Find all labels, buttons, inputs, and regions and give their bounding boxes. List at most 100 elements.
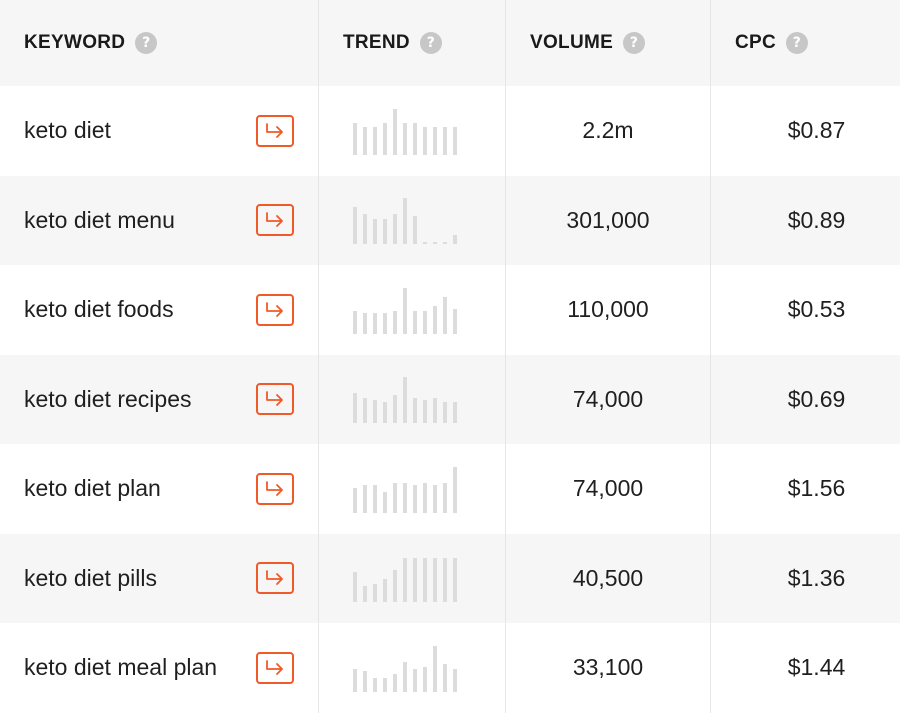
trend-bar: [433, 126, 437, 155]
keyword-text: keto diet: [24, 117, 111, 144]
trend-bar: [443, 242, 447, 245]
help-icon[interactable]: ?: [135, 32, 158, 54]
arrow-right-icon: [266, 659, 283, 675]
trend-bar: [443, 126, 447, 155]
trend-bar: [423, 558, 427, 603]
trend-bar: [363, 126, 367, 155]
keyword-text: keto diet pills: [24, 564, 157, 591]
trend-cell: [319, 265, 506, 355]
trend-sparkline: [353, 554, 457, 603]
trend-bar: [363, 586, 367, 603]
trend-bar: [403, 661, 407, 692]
keyword-cell: keto diet: [0, 86, 319, 176]
trend-bar: [393, 395, 397, 424]
trend-bar: [363, 214, 367, 245]
trend-bar: [433, 558, 437, 603]
trend-bar: [433, 484, 437, 513]
arrow-right-icon: [266, 212, 283, 228]
view-keyword-button[interactable]: [256, 651, 294, 684]
keyword-text: keto diet menu: [24, 206, 175, 233]
volume-cell: 2.2m: [506, 86, 711, 176]
trend-bar: [393, 310, 397, 334]
cpc-cell: $0.69: [711, 355, 900, 445]
keyword-cell: keto diet foods: [0, 265, 319, 355]
trend-bar: [453, 558, 457, 603]
view-keyword-button[interactable]: [256, 114, 294, 147]
cpc-value: $0.87: [787, 117, 846, 144]
trend-bar: [353, 572, 357, 603]
trend-bar: [383, 402, 387, 424]
trend-bar: [383, 122, 387, 155]
trend-bar: [393, 482, 397, 513]
trend-bar: [413, 216, 417, 245]
trend-cell: [319, 86, 506, 176]
keyword-cell: keto diet recipes: [0, 354, 319, 444]
trend-bar: [373, 677, 377, 692]
volume-cell: 301,000: [506, 175, 711, 265]
view-keyword-button[interactable]: [256, 562, 294, 595]
keyword-text: keto diet meal plan: [24, 654, 218, 681]
view-keyword-button[interactable]: [256, 204, 294, 237]
arrow-right-icon: [266, 391, 283, 407]
arrow-right-icon: [266, 122, 283, 138]
trend-bar: [453, 402, 457, 424]
cpc-cell: $1.56: [711, 444, 900, 534]
table-body: keto diet 2.2m $0.87 keto diet menu: [0, 86, 900, 713]
trend-bar: [403, 122, 407, 155]
trend-bar: [403, 287, 407, 334]
trend-bar: [363, 670, 367, 692]
cpc-value: $0.69: [787, 385, 846, 412]
help-icon[interactable]: ?: [419, 32, 442, 54]
trend-bar: [443, 296, 447, 334]
trend-cell: [319, 533, 506, 623]
trend-bar: [373, 484, 377, 513]
trend-bar: [413, 484, 417, 513]
trend-bar: [413, 122, 417, 155]
keyword-cell: keto diet plan: [0, 444, 319, 534]
cpc-cell: $0.53: [711, 265, 900, 355]
table-row: keto diet pills 40,500 $1.36: [0, 533, 900, 624]
trend-bar: [423, 400, 427, 424]
trend-cell: [319, 354, 506, 444]
trend-bar: [443, 402, 447, 424]
trend-bar: [373, 312, 377, 334]
cpc-cell: $0.87: [711, 86, 900, 176]
trend-bar: [433, 242, 437, 245]
view-keyword-button[interactable]: [256, 472, 294, 505]
view-keyword-button[interactable]: [256, 383, 294, 416]
cpc-cell: $0.89: [711, 176, 900, 266]
trend-bar: [383, 491, 387, 513]
keyword-text: keto diet recipes: [24, 385, 192, 412]
trend-bar: [433, 645, 437, 692]
header-trend: TREND ?: [319, 0, 506, 86]
keyword-cell: keto diet menu: [0, 175, 319, 265]
help-icon[interactable]: ?: [786, 32, 809, 54]
volume-value: 110,000: [567, 296, 649, 323]
trend-bar: [453, 126, 457, 155]
cpc-cell: $1.36: [711, 534, 900, 624]
trend-sparkline: [353, 375, 457, 424]
trend-bar: [353, 310, 357, 334]
header-keyword: KEYWORD ?: [0, 0, 319, 86]
trend-bar: [403, 558, 407, 603]
trend-bar: [353, 207, 357, 245]
trend-bar: [423, 310, 427, 334]
trend-bar: [423, 666, 427, 692]
keyword-text: keto diet foods: [24, 296, 174, 323]
keyword-cell: keto diet pills: [0, 533, 319, 623]
trend-bar: [413, 558, 417, 603]
view-keyword-button[interactable]: [256, 293, 294, 326]
trend-bar: [413, 668, 417, 692]
arrow-right-icon: [266, 301, 283, 317]
help-icon[interactable]: ?: [623, 32, 646, 54]
trend-bar: [453, 668, 457, 692]
trend-bar: [363, 312, 367, 334]
volume-value: 2.2m: [582, 117, 634, 144]
trend-bar: [363, 484, 367, 513]
volume-cell: 74,000: [506, 444, 711, 534]
trend-bar: [453, 308, 457, 334]
trend-bar: [433, 305, 437, 334]
trend-cell: [319, 444, 506, 534]
table-row: keto diet recipes 74,000 $0.69: [0, 354, 900, 445]
trend-sparkline: [353, 286, 457, 334]
